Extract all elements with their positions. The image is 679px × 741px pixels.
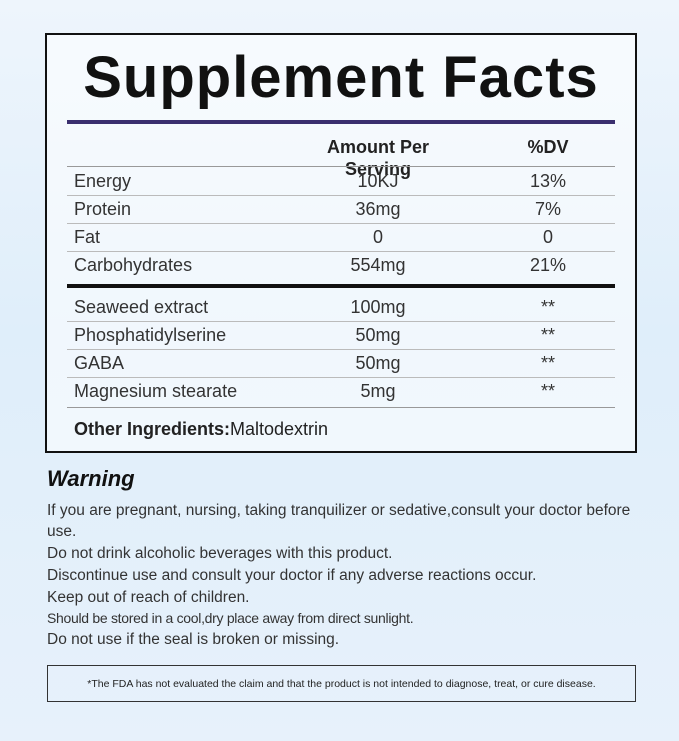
row-dv: 21% (529, 255, 567, 275)
row-dv: ** (540, 325, 555, 345)
other-label: Other Ingredients: (74, 419, 231, 439)
row-amt: 36mg (355, 199, 401, 219)
row-name: GABA (74, 353, 125, 373)
row-amt: 554mg (350, 255, 406, 275)
row-dv: 7% (534, 199, 561, 219)
warning-line: Should be stored in a cool,dry place awa… (47, 610, 414, 626)
row-amt: 50mg (355, 353, 401, 373)
row-dv: ** (540, 297, 555, 317)
row-amt: 50mg (355, 325, 401, 345)
fda-note-box: *The FDA has not evaluated the claim and… (47, 665, 636, 702)
row-amt: 100mg (350, 297, 406, 317)
bottom-rule (67, 407, 615, 408)
row-dv: 0 (542, 227, 553, 247)
column-header: Amount Per Serving (326, 137, 429, 179)
row-name: Protein (74, 199, 132, 219)
row-name: Phosphatidylserine (74, 325, 227, 345)
row-amt: 5mg (360, 381, 396, 401)
other-ingredients: Other Ingredients:Maltodextrin (74, 418, 328, 440)
panel-title: Supplement Facts (83, 45, 599, 110)
section-rule (67, 284, 615, 288)
row-rule (67, 349, 615, 350)
warning-line: Do not use if the seal is broken or miss… (47, 631, 340, 648)
row-dv: ** (540, 353, 555, 373)
warning-line: Discontinue use and consult your doctor … (47, 567, 537, 584)
title-rule (67, 120, 615, 124)
row-rule (67, 195, 615, 196)
row-rule (67, 321, 615, 322)
row-rule (67, 223, 615, 224)
facts-panel (45, 33, 637, 453)
row-dv: ** (540, 381, 555, 401)
header-rule (67, 166, 615, 167)
row-dv: 13% (529, 171, 567, 191)
warning-line: Keep out of reach of children. (47, 589, 250, 606)
column-header: %DV (527, 137, 569, 157)
row-name: Seaweed extract (74, 297, 209, 317)
row-name: Carbohydrates (74, 255, 193, 275)
row-name: Energy (74, 171, 132, 191)
warning-line: If you are pregnant, nursing, taking tra… (47, 502, 631, 540)
row-amt: 0 (372, 227, 383, 247)
row-name: Magnesium stearate (74, 381, 238, 401)
warning-title: Warning (47, 466, 135, 491)
fda-note: *The FDA has not evaluated the claim and… (87, 677, 596, 690)
row-rule (67, 251, 615, 252)
row-amt: 10KJ (357, 171, 399, 191)
other-value: Maltodextrin (230, 419, 329, 439)
row-rule (67, 377, 615, 378)
row-name: Fat (74, 227, 101, 247)
warning-line: Do not drink alcoholic beverages with th… (47, 545, 393, 562)
